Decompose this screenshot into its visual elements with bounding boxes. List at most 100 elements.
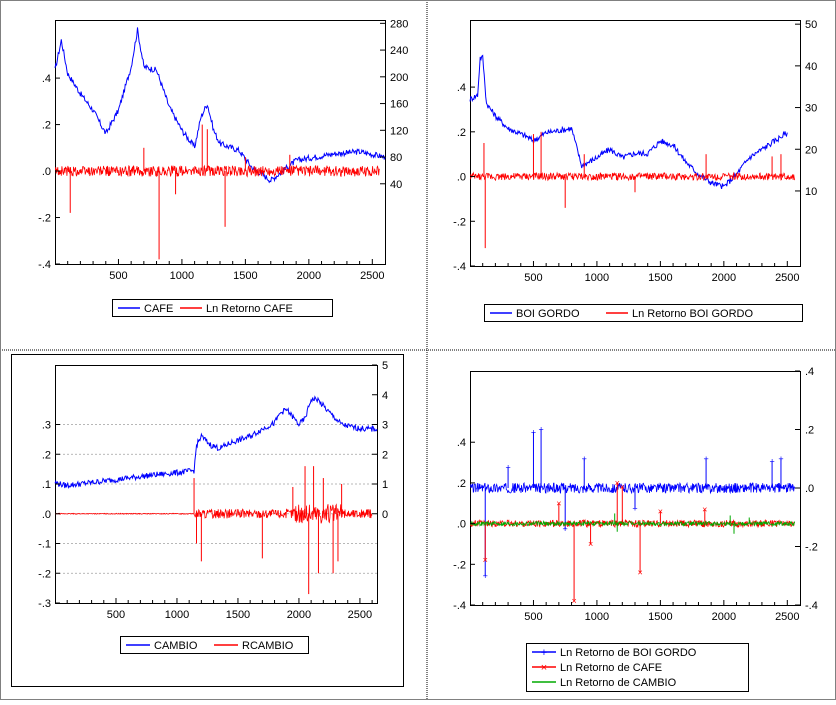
x-axis-tick-label: 500 — [109, 270, 127, 282]
left-axis-tick-label: .0 — [457, 172, 466, 184]
right-axis-tick-label: .4 — [805, 366, 814, 378]
left-axis-tick-label: -.4 — [453, 600, 466, 612]
returns-marker: × — [571, 596, 576, 606]
returns-marker: + — [632, 503, 637, 513]
left-axis-tick-label: .0 — [457, 519, 466, 531]
right-axis-tick-label: 50 — [805, 19, 817, 31]
series-line-cambio — [54, 395, 378, 489]
legend-label-ln-retorno-boi-gordo: Ln Retorno de BOI GORDO — [560, 647, 697, 659]
legend: CAMBIO RCAMBIO — [120, 636, 309, 654]
left-axis-tick-label: -.1 — [38, 539, 51, 551]
left-axis-tick-label: .4 — [457, 437, 466, 449]
legend-label-ln-retorno-cafe: Ln Retorno CAFE — [206, 303, 293, 315]
x-axis-tick-label: 2000 — [287, 609, 311, 621]
right-axis-tick-label: 4 — [382, 390, 388, 402]
legend: CAFE Ln Retorno CAFE — [112, 299, 333, 317]
returns-marker: × — [658, 506, 663, 516]
x-axis-tick-label: 1000 — [585, 611, 609, 623]
chart-boi-gordo: .4 .2 .0 -.2 -.4 50 40 30 20 10 500 1000 1500 2000 250… — [453, 19, 817, 322]
left-axis-tick-label: -.2 — [38, 568, 51, 580]
series-line-boi-gordo — [469, 54, 788, 190]
returns-marker: + — [778, 454, 783, 464]
x-axis-tick-label: 500 — [524, 272, 542, 284]
returns-band — [469, 481, 796, 495]
right-axis-tick-label: 280 — [390, 18, 408, 30]
left-axis-tick-label: -.4 — [453, 261, 466, 273]
series-returns-ln-retorno-de-boi-gordo: ++ +++ + + +++ — [469, 425, 796, 581]
x-axis-tick-label: 1000 — [585, 272, 609, 284]
right-axis-tick-label: 3 — [382, 420, 388, 432]
left-axis-tick-label: -.2 — [453, 216, 466, 228]
x-axis-tick-label: 2500 — [348, 609, 372, 621]
returns-band — [469, 171, 796, 182]
returns-marker: + — [538, 425, 543, 435]
right-axis-tick-label: 10 — [805, 186, 817, 198]
left-axis-tick-label: .4 — [42, 73, 51, 85]
x-axis-tick-label: 2000 — [712, 611, 736, 623]
returns-marker: × — [620, 482, 625, 492]
returns-marker: × — [556, 498, 561, 508]
left-axis-tick-label: .2 — [457, 478, 466, 490]
left-axis-tick-label: .1 — [42, 479, 51, 491]
right-axis-tick-label: .0 — [805, 483, 814, 495]
series-returns-ln-retorno-de-cambio — [470, 513, 796, 534]
returns-band — [55, 503, 373, 524]
returns-marker: × — [702, 504, 707, 514]
plot-frame — [470, 20, 801, 267]
series-returns-ln-retorno-de-cafe: ××× ×××××× — [469, 478, 796, 606]
returns-marker: + — [703, 454, 708, 464]
returns-marker: + — [483, 571, 488, 581]
right-axis-tick-label: 120 — [390, 125, 408, 137]
returns-marker: + — [769, 457, 774, 467]
series-line-cafe — [54, 27, 386, 184]
series-returns-ln-retorno-cafe — [54, 124, 380, 260]
legend-label-ln-retorno-cafe: Ln Retorno de CAFE — [560, 662, 662, 674]
legend-label-cafe: CAFE — [144, 303, 173, 315]
right-axis-tick-label: 1 — [382, 479, 388, 491]
plot-frame — [55, 365, 378, 604]
returns-marker: + — [505, 463, 510, 473]
x-axis-tick-label: 2500 — [775, 611, 799, 623]
right-axis-tick-label: 80 — [390, 152, 402, 164]
right-axis-tick-label: 40 — [805, 61, 817, 73]
x-axis-tick-label: 1500 — [233, 270, 257, 282]
right-axis-tick-label: 30 — [805, 103, 817, 115]
legend-label-cambio: CAMBIO — [154, 640, 198, 652]
right-axis-tick-label: 200 — [390, 72, 408, 84]
x-axis-tick-label: 2500 — [775, 272, 799, 284]
right-axis-tick-label: 240 — [390, 45, 408, 57]
returns-marker: + — [563, 524, 568, 534]
x-axis-tick-label: 500 — [524, 611, 542, 623]
x-axis-tick-label: 1000 — [170, 270, 194, 282]
series-returns-rcambio — [55, 466, 373, 595]
svg-text:×: × — [541, 662, 547, 674]
right-axis-tick-label: 160 — [390, 99, 408, 111]
returns-marker: × — [615, 478, 620, 488]
right-axis-tick-label: 2 — [382, 449, 388, 461]
returns-band — [470, 520, 796, 528]
x-axis-tick-label: 2000 — [297, 270, 321, 282]
plot-frame — [470, 371, 801, 606]
left-axis-tick-label: .2 — [42, 120, 51, 132]
legend-label-rcambio: RCAMBIO — [242, 640, 294, 652]
svg-text:+: + — [541, 647, 547, 659]
right-axis-tick-label: -.2 — [805, 542, 818, 554]
left-axis-tick-label: .2 — [42, 449, 51, 461]
left-axis-tick-label: -.4 — [38, 259, 51, 271]
legend-label-ln-retorno-cambio: Ln Retorno de CAMBIO — [560, 677, 677, 689]
left-axis-tick-label: .0 — [42, 509, 51, 521]
plot-frame — [55, 20, 386, 265]
returns-band — [54, 164, 380, 178]
x-axis-tick-label: 1500 — [648, 611, 672, 623]
x-axis-tick-label: 2500 — [360, 270, 384, 282]
left-axis-tick-label: -.3 — [38, 598, 51, 610]
x-axis-tick-label: 1500 — [648, 272, 672, 284]
left-axis-tick-label: .4 — [457, 82, 466, 94]
series-returns-ln-retorno-boi-gordo — [469, 131, 796, 249]
x-axis-tick-label: 2000 — [712, 272, 736, 284]
left-axis-tick-label: -.2 — [38, 213, 51, 225]
returns-marker: × — [483, 555, 488, 565]
